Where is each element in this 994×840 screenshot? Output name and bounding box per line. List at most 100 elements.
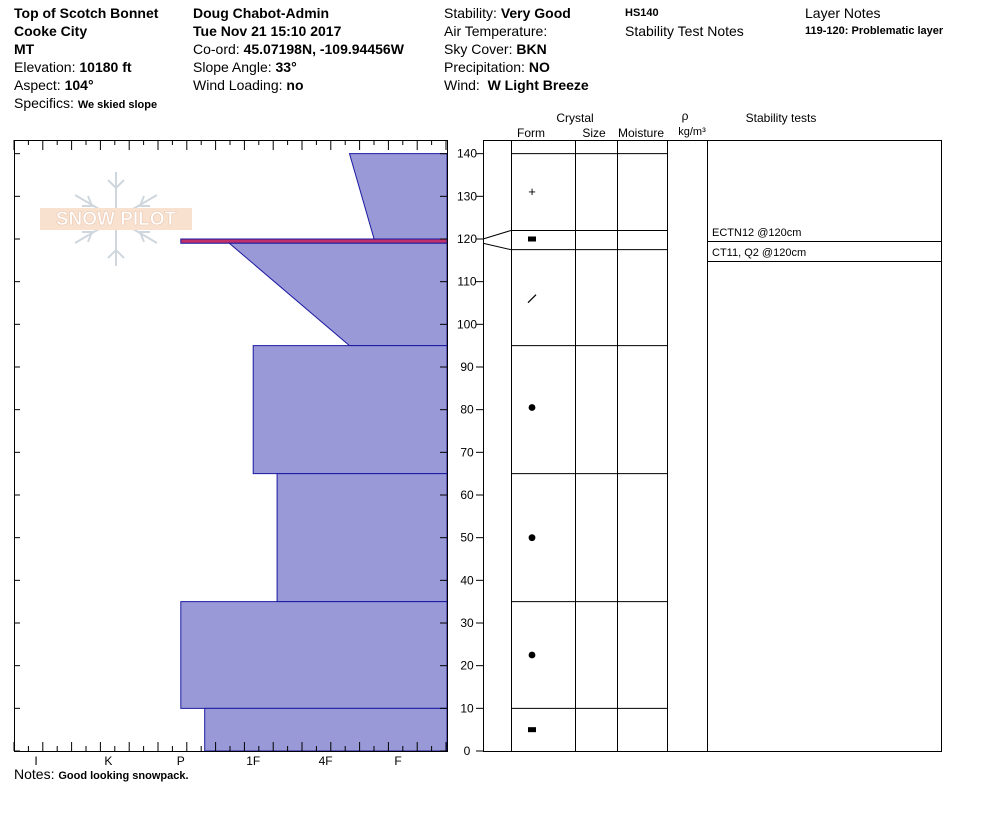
hardness-tick-label: K	[104, 754, 112, 768]
stability-test-result: CT11, Q2 @120cm	[712, 247, 806, 259]
stability-value: Very Good	[500, 5, 571, 21]
elevation-row: Elevation: 10180 ft	[14, 58, 158, 76]
form-rounded-grains-symbol	[528, 534, 536, 542]
stability-tests-heading: Stability tests	[746, 111, 817, 125]
wind-loading-value: no	[286, 77, 304, 93]
stability-test-result: ECTN12 @120cm	[712, 227, 801, 239]
height-tick-label: 140	[457, 147, 477, 161]
profile-layer	[252, 345, 448, 475]
layer-table-frame	[483, 140, 942, 752]
coord-value: 45.07198N, -109.94456W	[243, 41, 404, 57]
hardness-tick-label: F	[394, 754, 401, 768]
wind-row: Wind: W Light Breeze	[444, 76, 589, 94]
profile-layer	[204, 707, 448, 752]
height-tick-label: 30	[460, 616, 474, 630]
sky-value: BKN	[516, 41, 547, 57]
hardness-tick-label: 1F	[246, 754, 260, 768]
height-tick-label: 110	[457, 275, 476, 289]
height-tick-label: 70	[460, 445, 474, 459]
coord-row: Co-ord: 45.07198N, -109.94456W	[193, 40, 404, 58]
profile-layer	[227, 242, 448, 347]
layer-connector	[482, 229, 512, 240]
sky-label: Sky Cover:	[444, 41, 513, 57]
height-tick-label: 60	[460, 488, 474, 502]
notes-label: Notes:	[14, 766, 55, 782]
precip-label: Precipitation:	[444, 59, 525, 75]
stability-row: Stability: Very Good	[444, 4, 589, 22]
wind-label: Wind:	[444, 77, 480, 93]
height-tick-label: 40	[460, 573, 474, 587]
rho-heading: ρ	[682, 109, 689, 123]
height-tick-label: 120	[457, 232, 477, 246]
observation-datetime: Tue Nov 21 15:10 2017	[193, 23, 342, 39]
notes-text: Good looking snowpack.	[58, 770, 189, 782]
profile-layer	[276, 473, 448, 603]
form-rounded-grains-symbol	[528, 404, 536, 411]
weather-info: Stability: Very Good Air Temperature: Sk…	[444, 4, 589, 94]
stability-test-notes-title: Stability Test Notes	[625, 23, 744, 39]
profile-layer	[180, 601, 448, 709]
range-name: Cooke City	[14, 23, 88, 39]
specifics-label: Specifics:	[14, 95, 74, 111]
size-heading: Size	[582, 126, 606, 140]
wind-loading-label: Wind Loading:	[193, 77, 283, 93]
precip-row: Precipitation: NO	[444, 58, 589, 76]
observation-info: Doug Chabot-Admin Tue Nov 21 15:10 2017 …	[193, 4, 404, 94]
form-faceted-symbol	[528, 236, 536, 242]
slope-label: Slope Angle:	[193, 59, 272, 75]
elevation-value: 10180 ft	[79, 59, 132, 75]
snowpilot-watermark: SNOW PILOT	[40, 172, 192, 266]
wind-loading-row: Wind Loading: no	[193, 76, 404, 94]
layer-notes-info: Layer Notes 119-120: Problematic layer	[805, 4, 943, 40]
observer-name: Doug Chabot-Admin	[193, 5, 330, 21]
aspect-label: Aspect:	[14, 77, 61, 93]
layer-connector	[482, 242, 512, 251]
test-notes-info: HS140 Stability Test Notes	[625, 4, 744, 40]
hardness-tick-label: P	[177, 754, 185, 768]
hs-value: HS140	[625, 7, 659, 19]
form-heading: Form	[517, 126, 545, 140]
layer-notes-title: Layer Notes	[805, 5, 881, 21]
slope-value: 33°	[275, 59, 297, 75]
state-name: MT	[14, 41, 35, 57]
precip-value: NO	[528, 59, 550, 75]
height-tick-label: 0	[464, 744, 471, 758]
height-tick-label: 130	[457, 189, 477, 203]
layer-note: 119-120: Problematic layer	[805, 25, 944, 37]
height-tick-label: 20	[460, 659, 474, 673]
hardness-plot-frame	[14, 140, 448, 752]
form-new-snow-symbol: +	[528, 184, 536, 199]
moisture-heading: Moisture	[618, 126, 664, 140]
aspect-row: Aspect: 104°	[14, 76, 158, 94]
elevation-label: Elevation:	[14, 59, 76, 75]
slope-row: Slope Angle: 33°	[193, 58, 404, 76]
form-faceted-symbol	[528, 727, 536, 733]
height-tick-label: 100	[457, 317, 477, 331]
height-tick-label: 90	[460, 360, 474, 374]
site-info: Top of Scotch Bonnet Cooke City MT Eleva…	[14, 4, 158, 114]
stability-label: Stability:	[444, 5, 497, 21]
height-tick-label: 50	[460, 531, 474, 545]
specifics-value: We skied slope	[77, 99, 158, 111]
location-name: Top of Scotch Bonnet	[14, 5, 159, 21]
form-rounded-grains-symbol	[528, 651, 536, 659]
watermark-text: SNOW PILOT	[56, 209, 177, 230]
hardness-tick-label: 4F	[319, 754, 333, 768]
density-unit-heading: kg/m³	[678, 126, 706, 138]
height-tick-label: 80	[460, 403, 474, 417]
profile-layer	[348, 153, 448, 240]
table-column-dividers	[511, 140, 708, 751]
form-decomposed-symbol	[527, 294, 537, 304]
air-temp-label: Air Temperature:	[444, 23, 548, 39]
aspect-value: 104°	[64, 77, 94, 93]
hardness-tick-label: I	[34, 754, 37, 768]
wind-value: W Light Breeze	[487, 77, 589, 93]
coord-label: Co-ord:	[193, 41, 240, 57]
notes-row: Notes: Good looking snowpack.	[14, 765, 189, 785]
problematic-layer	[180, 238, 448, 244]
sky-row: Sky Cover: BKN	[444, 40, 589, 58]
height-tick-label: 10	[460, 701, 474, 715]
specifics-row: Specifics: We skied slope	[14, 94, 158, 114]
crystal-heading: Crystal	[556, 111, 593, 125]
